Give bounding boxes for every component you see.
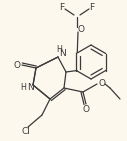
Text: O: O	[77, 26, 84, 35]
Text: O: O	[83, 104, 90, 114]
Text: Cl: Cl	[22, 127, 30, 136]
Text: F: F	[59, 4, 65, 13]
Text: N: N	[59, 49, 65, 59]
Text: N: N	[27, 82, 33, 92]
Text: O: O	[99, 80, 106, 89]
Text: H: H	[20, 82, 26, 92]
Text: H: H	[56, 45, 62, 53]
Text: F: F	[89, 4, 95, 13]
Text: O: O	[13, 60, 20, 70]
